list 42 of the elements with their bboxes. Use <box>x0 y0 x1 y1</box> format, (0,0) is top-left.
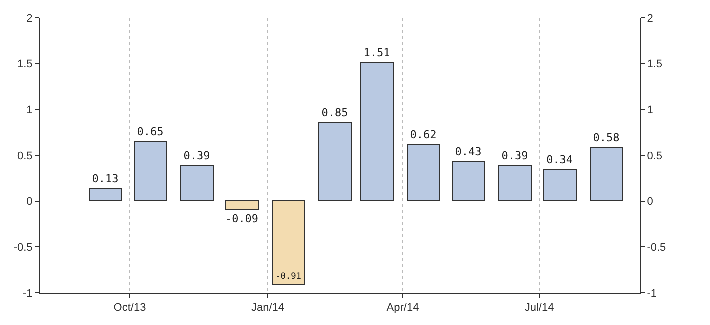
y-tick-label: 2 <box>26 12 33 25</box>
bar <box>590 147 623 201</box>
y2-tick-label: 0.5 <box>647 150 662 162</box>
bar <box>89 188 122 201</box>
data-label: 0.34 <box>546 154 574 166</box>
bar <box>407 144 440 201</box>
bar <box>498 165 532 201</box>
data-label: 1.51 <box>364 46 390 60</box>
bar <box>360 62 394 201</box>
data-label: 0.65 <box>137 126 164 138</box>
data-label: 0.39 <box>502 150 528 162</box>
y2-tick-label: -1 <box>647 288 657 300</box>
x-tick-label: Jul/14 <box>524 302 554 314</box>
bar <box>134 141 167 201</box>
y-tick-label: -0.5 <box>14 242 33 254</box>
data-label: 0.13 <box>92 172 119 186</box>
y-tick-label: 1 <box>26 104 33 117</box>
data-label: 0.62 <box>410 128 437 142</box>
bar <box>543 169 577 201</box>
bar <box>318 122 352 201</box>
y-tick-label: 0.5 <box>18 150 33 162</box>
bar <box>452 161 485 201</box>
bar <box>272 200 305 285</box>
bar <box>180 165 214 201</box>
x-tick-label: Oct/13 <box>114 302 146 314</box>
data-label: 0.85 <box>322 106 348 120</box>
y2-tick-label: -0.5 <box>647 242 666 254</box>
data-label: -0.91 <box>276 272 302 282</box>
y2-tick-label: 2 <box>647 12 654 25</box>
y-tick-label: -1 <box>23 288 33 300</box>
bar <box>225 200 259 210</box>
y-tick-label: 1.5 <box>18 58 33 71</box>
data-label: 0.43 <box>455 146 482 158</box>
data-label: -0.09 <box>226 212 258 226</box>
y2-tick-label: 0 <box>647 196 654 208</box>
y-tick-label: 0 <box>26 196 33 208</box>
x-tick-label: Apr/14 <box>386 302 420 314</box>
x-tick-label: Jan/14 <box>251 302 285 314</box>
data-label: 0.58 <box>593 132 620 144</box>
y2-tick-label: 1 <box>647 104 654 117</box>
data-label: 0.39 <box>184 150 210 162</box>
y2-tick-label: 1.5 <box>647 58 662 71</box>
